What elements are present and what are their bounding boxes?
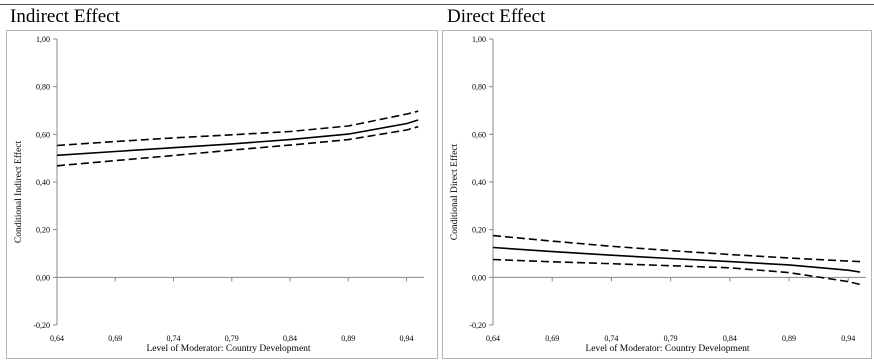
y-tick-label: -0,20 bbox=[469, 321, 486, 330]
confidence-bound-line bbox=[56, 125, 419, 167]
chart-title-indirect: Indirect Effect bbox=[10, 6, 120, 27]
x-tick-label: 0,89 bbox=[782, 334, 796, 343]
confidence-bound-line bbox=[492, 234, 861, 263]
top-rule bbox=[0, 4, 874, 5]
x-axis-title: Level of Moderator: Country Development bbox=[146, 343, 310, 354]
y-axis-title: Conditional Indirect Effect bbox=[13, 141, 24, 244]
y-tick-label: 0,20 bbox=[472, 226, 486, 235]
confidence-bound-line bbox=[492, 258, 861, 286]
y-tick-label: 0,20 bbox=[36, 226, 50, 235]
x-tick-label: 0,89 bbox=[341, 334, 355, 343]
x-tick-label: 0,64 bbox=[486, 334, 500, 343]
y-tick-label: 0,80 bbox=[472, 83, 486, 92]
x-axis-title: Level of Moderator: Country Development bbox=[585, 343, 749, 354]
effect-estimate-line bbox=[56, 119, 419, 157]
x-tick-label: 0,94 bbox=[841, 334, 855, 343]
chart-title-direct: Direct Effect bbox=[447, 6, 546, 27]
confidence-bound-line bbox=[56, 110, 419, 147]
y-tick-label: 1,00 bbox=[472, 35, 486, 44]
y-tick-label: 0,00 bbox=[472, 273, 486, 282]
x-tick-label: 0,84 bbox=[723, 334, 737, 343]
y-tick-label: 0,60 bbox=[472, 130, 486, 139]
x-tick-label: 0,69 bbox=[545, 334, 559, 343]
effect-estimate-line bbox=[492, 246, 861, 273]
x-tick-label: 0,79 bbox=[225, 334, 239, 343]
chart-frame-direct bbox=[442, 30, 872, 359]
y-tick-label: -0,20 bbox=[33, 321, 50, 330]
x-tick-label: 0,94 bbox=[400, 334, 414, 343]
y-tick-label: 1,00 bbox=[36, 35, 50, 44]
y-tick-label: 0,80 bbox=[36, 83, 50, 92]
x-tick-label: 0,74 bbox=[167, 334, 181, 343]
x-tick-label: 0,79 bbox=[664, 334, 678, 343]
chart-frame-indirect bbox=[6, 30, 438, 359]
y-tick-label: 0,40 bbox=[36, 178, 50, 187]
y-tick-label: 0,40 bbox=[472, 178, 486, 187]
y-tick-label: 0,60 bbox=[36, 130, 50, 139]
y-axis-title: Conditional Direct Effect bbox=[449, 143, 460, 240]
x-tick-label: 0,74 bbox=[604, 334, 618, 343]
x-tick-label: 0,69 bbox=[108, 334, 122, 343]
x-tick-label: 0,64 bbox=[50, 334, 64, 343]
x-tick-label: 0,84 bbox=[283, 334, 297, 343]
y-tick-label: 0,00 bbox=[36, 273, 50, 282]
